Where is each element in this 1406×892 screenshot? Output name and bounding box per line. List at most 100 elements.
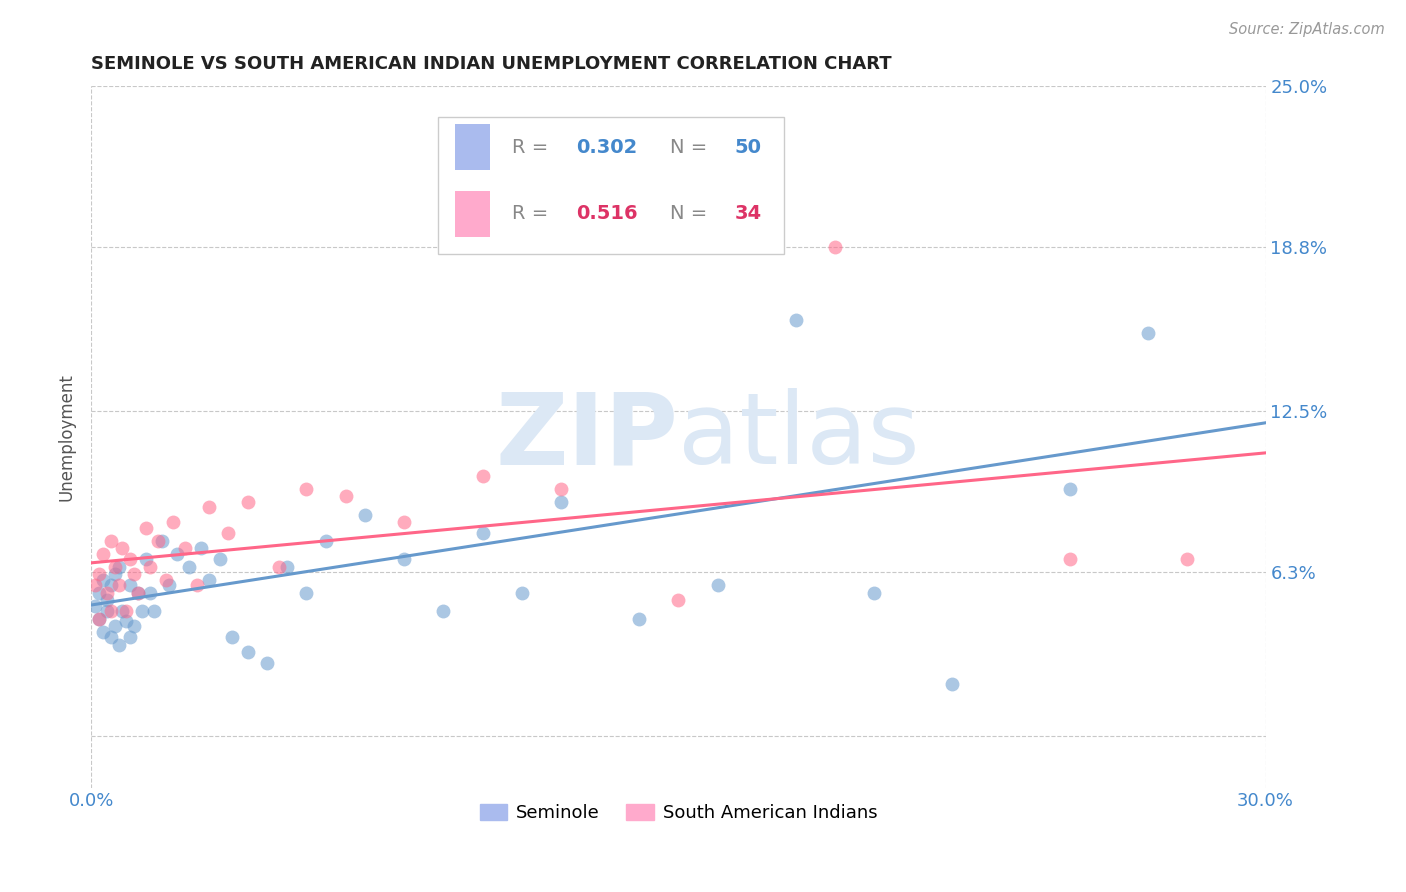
Point: [115, 604, 138, 618]
Point: [139, 559, 162, 574]
Point: [122, 619, 145, 633]
Point: [432, 604, 454, 618]
Text: N =: N =: [671, 204, 714, 223]
Point: [122, 567, 145, 582]
Point: [1137, 326, 1160, 340]
Point: [863, 585, 886, 599]
Text: ZIP: ZIP: [495, 388, 678, 485]
Point: [155, 573, 177, 587]
Point: [100, 604, 122, 618]
Point: [267, 559, 290, 574]
Point: [87, 611, 110, 625]
Point: [104, 559, 127, 574]
Point: [1059, 482, 1081, 496]
Point: [209, 551, 232, 566]
FancyBboxPatch shape: [456, 191, 491, 236]
Point: [295, 482, 318, 496]
Point: [785, 312, 807, 326]
Text: R =: R =: [512, 204, 554, 223]
Point: [127, 585, 149, 599]
Point: [217, 525, 239, 540]
Point: [111, 541, 134, 556]
Point: [190, 541, 212, 556]
Point: [107, 578, 129, 592]
Point: [84, 578, 107, 592]
Text: SEMINOLE VS SOUTH AMERICAN INDIAN UNEMPLOYMENT CORRELATION CHART: SEMINOLE VS SOUTH AMERICAN INDIAN UNEMPL…: [91, 55, 891, 73]
Point: [84, 599, 107, 613]
Point: [394, 551, 416, 566]
FancyBboxPatch shape: [456, 124, 491, 170]
Point: [111, 604, 134, 618]
Point: [186, 578, 208, 592]
Text: N =: N =: [671, 137, 714, 157]
Point: [115, 614, 138, 628]
Point: [221, 630, 243, 644]
Point: [142, 604, 165, 618]
Point: [706, 578, 728, 592]
Point: [120, 578, 142, 592]
Text: 0.302: 0.302: [576, 137, 637, 157]
Point: [87, 567, 110, 582]
Point: [100, 630, 122, 644]
Point: [1175, 551, 1198, 566]
Point: [162, 516, 184, 530]
Text: Source: ZipAtlas.com: Source: ZipAtlas.com: [1229, 22, 1385, 37]
Point: [354, 508, 377, 522]
Point: [824, 240, 846, 254]
Point: [135, 521, 157, 535]
Text: 50: 50: [735, 137, 762, 157]
Point: [295, 585, 318, 599]
Point: [120, 630, 142, 644]
Point: [96, 593, 118, 607]
Point: [120, 551, 142, 566]
Point: [91, 624, 114, 639]
Point: [91, 573, 114, 587]
Point: [394, 516, 416, 530]
Point: [100, 578, 122, 592]
Point: [131, 604, 153, 618]
Point: [166, 547, 188, 561]
Point: [177, 559, 200, 574]
Point: [159, 578, 181, 592]
Point: [550, 482, 572, 496]
Point: [471, 525, 494, 540]
Point: [666, 593, 689, 607]
Legend: Seminole, South American Indians: Seminole, South American Indians: [472, 797, 884, 829]
Point: [315, 533, 337, 548]
Point: [276, 559, 298, 574]
Point: [104, 567, 127, 582]
Point: [91, 547, 114, 561]
Point: [256, 656, 278, 670]
Y-axis label: Unemployment: Unemployment: [58, 373, 75, 500]
Point: [87, 585, 110, 599]
Point: [335, 490, 357, 504]
Point: [941, 676, 963, 690]
Point: [628, 611, 651, 625]
Point: [139, 585, 162, 599]
Point: [510, 585, 533, 599]
Point: [236, 494, 259, 508]
Point: [471, 468, 494, 483]
Point: [197, 500, 219, 514]
Point: [104, 619, 127, 633]
Text: atlas: atlas: [678, 388, 920, 485]
Point: [127, 585, 149, 599]
Point: [96, 604, 118, 618]
Text: 34: 34: [735, 204, 762, 223]
Text: R =: R =: [512, 137, 554, 157]
Point: [1059, 551, 1081, 566]
Point: [100, 533, 122, 548]
FancyBboxPatch shape: [437, 118, 785, 254]
Point: [550, 494, 572, 508]
Point: [146, 533, 169, 548]
Point: [236, 645, 259, 659]
Point: [107, 638, 129, 652]
Text: 0.516: 0.516: [576, 204, 638, 223]
Point: [174, 541, 197, 556]
Point: [135, 551, 157, 566]
Point: [589, 136, 612, 150]
Point: [107, 559, 129, 574]
Point: [87, 611, 110, 625]
Point: [197, 573, 219, 587]
Point: [150, 533, 173, 548]
